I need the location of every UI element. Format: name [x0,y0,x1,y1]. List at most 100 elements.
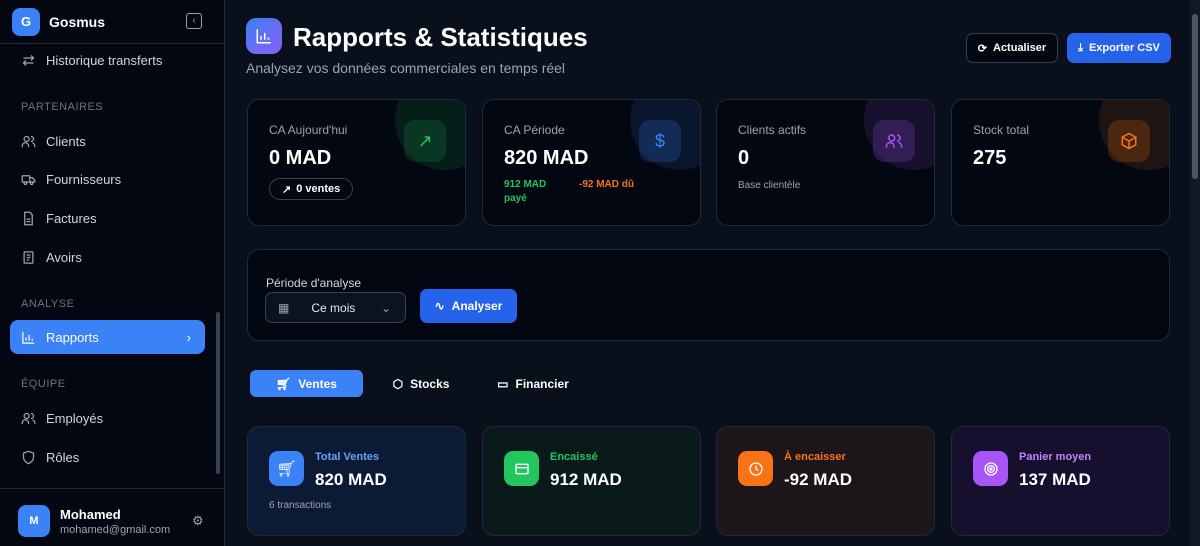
brand: G Gosmus ‹ [0,0,224,44]
collapse-sidebar-icon[interactable]: ‹ [186,13,202,29]
kpi-a-encaisser: À encaisser -92 MAD [716,426,935,536]
user-name: Mohamed [60,507,121,522]
tab-label: Financier [515,376,569,391]
kpi-value: 137 MAD [1019,470,1091,489]
arrow-up-right-icon: ↗ [282,183,292,196]
page-subtitle: Analysez vos données commerciales en tem… [246,60,566,76]
kpi-label: Total Ventes [315,451,379,463]
stat-value: 0 [738,147,750,169]
shield-icon [22,450,35,464]
sidebar-item-label: Fournisseurs [46,171,122,187]
sidebar-item-roles[interactable]: Rôles [10,440,205,474]
truck-icon [21,174,36,185]
chevron-down-icon: ⌄ [380,300,391,315]
wallet-icon: ▭ [497,376,509,391]
kpi-value: 912 MAD [550,470,622,489]
kpi-label: À encaisser [784,451,846,463]
target-icon [973,451,1008,486]
gear-icon[interactable]: ⚙ [192,513,204,528]
dollar-icon: $ [639,120,681,162]
sidebar-item-label: Rôles [46,449,80,465]
clock-icon [738,451,773,486]
sales-count-badge: ↗ 0 ventes [269,178,354,200]
activity-icon: ∿ [434,299,445,313]
sidebar-item-fournisseurs[interactable]: Fournisseurs [10,162,205,196]
stat-label: CA Aujourd'hui [269,123,348,137]
receipt-icon [23,250,34,264]
stat-card-stock-total: Stock total 275 [951,99,1170,226]
stat-note: Base clientèle [738,180,801,191]
kpi-value: 820 MAD [315,470,387,489]
sidebar-item-employes[interactable]: Employés [10,401,205,435]
package-icon: ⬡ [392,376,404,391]
sidebar-item-label: Clients [46,133,86,149]
brand-logo: G [12,7,40,36]
sidebar-item-label: Rapports [46,329,99,345]
sidebar-item-label: Employés [46,410,104,426]
stat-card-ca-periode: CA Période 820 MAD $ 912 MAD payé -92 MA… [482,99,701,226]
kpi-label: Panier moyen [1019,451,1092,463]
sidebar-item-historique-transferts[interactable]: Historique transferts [10,43,205,77]
section-partenaires: PARTENAIRES [21,101,104,113]
export-csv-button[interactable]: ⤓ Exporter CSV [1067,33,1171,63]
user-email: mohamed@gmail.com [60,524,171,536]
tab-label: Ventes [298,376,337,391]
kpi-label: Encaissé [550,451,598,463]
stat-card-ca-aujourdhui: CA Aujourd'hui 0 MAD ↗ ↗ 0 ventes [247,99,466,226]
kpi-note: 6 transactions [269,500,332,511]
section-analyse: ANALYSE [21,298,75,310]
cart-icon: 🛒︎ [276,376,292,391]
period-label: Période d'analyse [266,276,362,290]
page-title: Rapports & Statistiques [293,22,588,52]
kpi-total-ventes: 🛒︎ Total Ventes 820 MAD 6 transactions [247,426,466,536]
trending-up-icon: ↗ [404,120,446,162]
section-equipe: ÉQUIPE [21,378,66,390]
main-scrollbar[interactable] [1190,0,1200,546]
sidebar-item-rapports[interactable]: Rapports › [10,320,205,354]
period-select[interactable]: ▦ Ce mois ⌄ [265,292,406,323]
bar-chart-icon [22,331,35,344]
user-profile[interactable]: M Mohamed mohamed@gmail.com ⚙ [0,488,224,546]
cart-icon: 🛒︎ [269,451,304,486]
tab-stocks[interactable]: ⬡ Stocks [381,370,461,397]
bar-chart-icon [246,18,282,54]
sidebar-scrollbar[interactable] [216,312,220,474]
download-icon: ⤓ [1078,41,1083,54]
refresh-button[interactable]: ⟳ Actualiser [966,33,1058,63]
due-amount: -92 MAD dû [579,179,634,190]
stat-value: 820 MAD [504,147,589,169]
sidebar: G Gosmus ‹ Historique transferts PARTENA… [0,0,225,546]
users-icon [21,412,36,424]
export-label: Exporter CSV [1088,42,1160,54]
arrows-transfer-icon [22,54,35,66]
stat-label: Stock total [973,123,1030,137]
chevron-right-icon: › [186,329,191,345]
stat-label: CA Période [504,123,565,137]
badge-text: 0 ventes [296,183,341,195]
stat-label: Clients actifs [738,123,807,137]
stat-value: 0 MAD [269,147,332,169]
scrollbar-thumb[interactable] [1192,14,1198,179]
sidebar-item-label: Factures [46,210,97,226]
kpi-panier-moyen: Panier moyen 137 MAD [951,426,1170,536]
analyse-button[interactable]: ∿ Analyser [420,289,517,323]
sidebar-item-factures[interactable]: Factures [10,201,205,235]
sidebar-item-label: Historique transferts [46,52,163,68]
avatar: M [18,505,50,537]
brand-name: Gosmus [49,13,106,30]
sidebar-item-avoirs[interactable]: Avoirs [10,240,205,274]
sidebar-item-label: Avoirs [46,249,82,265]
package-icon [1108,120,1150,162]
kpi-value: -92 MAD [784,470,853,489]
file-text-icon [24,211,33,225]
period-selected: Ce mois [311,300,356,315]
credit-card-icon [504,451,539,486]
main-content: Rapports & Statistiques Analysez vos don… [226,0,1190,546]
tab-ventes[interactable]: 🛒︎ Ventes [250,370,363,397]
analyse-label: Analyser [451,299,503,313]
tab-financier[interactable]: ▭ Financier [488,370,578,397]
users-icon [873,120,915,162]
refresh-label: Actualiser [993,42,1047,54]
sidebar-item-clients[interactable]: Clients [10,124,205,158]
period-panel: Période d'analyse ▦ Ce mois ⌄ ∿ Analyser [247,249,1170,341]
